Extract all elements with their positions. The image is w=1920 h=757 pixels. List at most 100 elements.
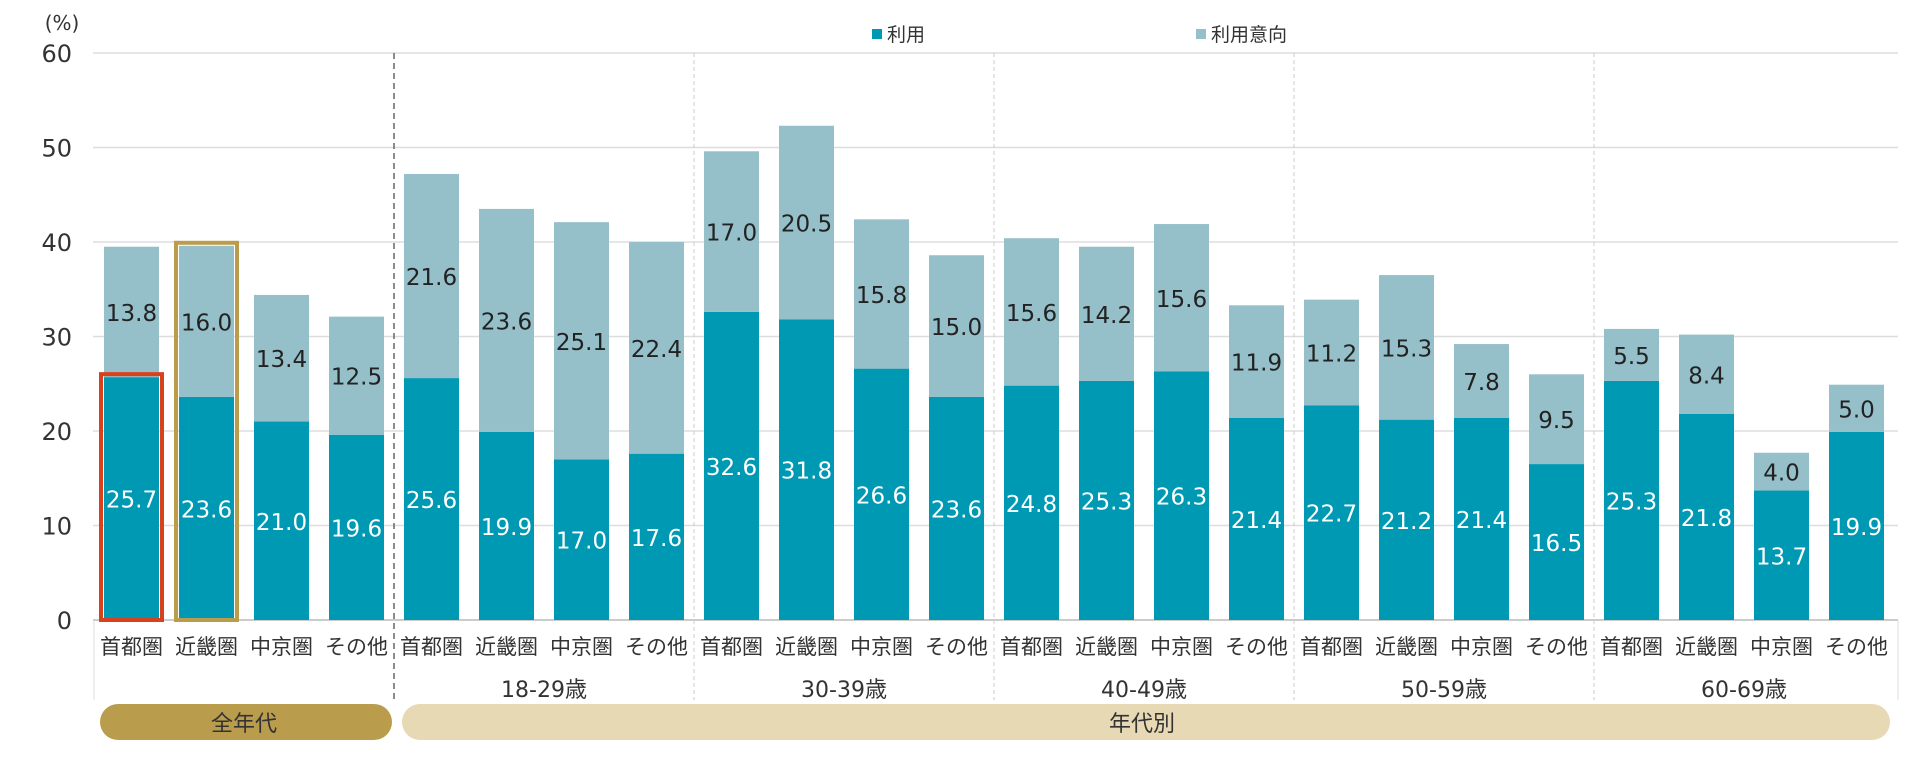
bar-intent bbox=[1829, 384, 1884, 432]
bar-intent bbox=[1754, 452, 1809, 491]
bar-intent bbox=[1229, 305, 1284, 418]
data-label-intent: 15.3 bbox=[1381, 336, 1432, 362]
bar-intent bbox=[329, 316, 384, 435]
data-label-intent: 5.0 bbox=[1838, 397, 1875, 423]
data-label-intent: 13.4 bbox=[256, 347, 307, 373]
bar-use bbox=[1529, 464, 1584, 620]
data-label-intent: 15.0 bbox=[931, 315, 982, 341]
bar-intent bbox=[254, 294, 309, 422]
bar-use bbox=[1229, 417, 1284, 620]
highlight-box bbox=[99, 372, 164, 623]
category-label: 首都圏 bbox=[1300, 635, 1363, 659]
data-label-intent: 25.1 bbox=[556, 330, 607, 356]
bar-intent bbox=[104, 246, 159, 378]
data-label-intent: 8.4 bbox=[1688, 363, 1725, 389]
bar-intent bbox=[929, 255, 984, 397]
category-label: 近畿圏 bbox=[175, 635, 238, 659]
bar-use bbox=[104, 377, 159, 620]
bar-use bbox=[1304, 405, 1359, 620]
category-label: 近畿圏 bbox=[1675, 635, 1738, 659]
bar-intent bbox=[1004, 238, 1059, 386]
bar-intent bbox=[629, 242, 684, 454]
data-label-use: 24.8 bbox=[1006, 492, 1057, 518]
bar-use bbox=[554, 459, 609, 620]
bar-use bbox=[1004, 385, 1059, 620]
category-label: 首都圏 bbox=[400, 635, 463, 659]
bar-use bbox=[329, 434, 384, 620]
data-label-use: 25.3 bbox=[1606, 489, 1657, 515]
y-tick-label: 10 bbox=[41, 513, 72, 541]
legend-swatch-use bbox=[872, 29, 882, 39]
legend-label-use: 利用 bbox=[887, 24, 925, 46]
category-label: その他 bbox=[325, 635, 388, 659]
data-label-intent: 4.0 bbox=[1763, 461, 1800, 487]
data-label-intent: 12.5 bbox=[331, 365, 382, 391]
bar-intent bbox=[854, 219, 909, 369]
bar-intent bbox=[1529, 374, 1584, 465]
category-label: 中京圏 bbox=[1750, 635, 1813, 659]
bar-use bbox=[479, 431, 534, 620]
category-label: その他 bbox=[625, 635, 688, 659]
data-label-intent: 16.0 bbox=[181, 310, 232, 336]
data-label-use: 21.4 bbox=[1231, 508, 1282, 534]
category-label: 近畿圏 bbox=[775, 635, 838, 659]
y-tick-label: 60 bbox=[41, 40, 72, 68]
bar-use bbox=[854, 368, 909, 620]
bar-intent bbox=[1604, 328, 1659, 381]
y-tick-label: 30 bbox=[41, 324, 72, 352]
bar-intent bbox=[1304, 299, 1359, 406]
bar-intent bbox=[1679, 334, 1734, 414]
data-label-use: 19.9 bbox=[481, 515, 532, 541]
category-label: 首都圏 bbox=[100, 635, 163, 659]
band-by-age bbox=[402, 704, 1890, 740]
data-label-intent: 9.5 bbox=[1538, 408, 1575, 434]
bar-intent bbox=[179, 245, 234, 397]
bar-use bbox=[704, 311, 759, 620]
bar-use bbox=[254, 421, 309, 620]
data-label-use: 21.8 bbox=[1681, 506, 1732, 532]
y-tick-label: 20 bbox=[41, 418, 72, 446]
band-all-ages bbox=[100, 704, 392, 740]
category-label: 中京圏 bbox=[550, 635, 613, 659]
category-label: 近畿圏 bbox=[1075, 635, 1138, 659]
age-group-label: 50-59歳 bbox=[1401, 678, 1487, 703]
data-label-use: 21.0 bbox=[256, 510, 307, 536]
legend: 利用 利用意向 bbox=[872, 24, 1287, 46]
bar-intent bbox=[1454, 344, 1509, 418]
data-label-intent: 13.8 bbox=[106, 301, 157, 327]
data-label-intent: 23.6 bbox=[481, 309, 532, 335]
data-label-intent: 11.2 bbox=[1306, 342, 1357, 368]
category-label: 首都圏 bbox=[700, 635, 763, 659]
data-label-intent: 7.8 bbox=[1463, 370, 1500, 396]
data-label-use: 26.3 bbox=[1156, 485, 1207, 511]
category-label: 近畿圏 bbox=[475, 635, 538, 659]
data-label-use: 22.7 bbox=[1306, 502, 1357, 528]
data-label-intent: 22.4 bbox=[631, 337, 682, 363]
category-label: 中京圏 bbox=[850, 635, 913, 659]
data-label-use: 19.9 bbox=[1831, 515, 1882, 541]
data-label-use: 25.6 bbox=[406, 488, 457, 514]
data-label-intent: 15.6 bbox=[1006, 301, 1057, 327]
bar-intent bbox=[1079, 246, 1134, 381]
data-label-use: 16.5 bbox=[1531, 531, 1582, 557]
band-label: 全年代 bbox=[211, 712, 277, 737]
bar-use bbox=[629, 453, 684, 620]
data-label-use: 19.6 bbox=[331, 516, 382, 542]
bar-intent bbox=[479, 208, 534, 432]
legend-label-intent: 利用意向 bbox=[1211, 24, 1287, 46]
category-label: 首都圏 bbox=[1600, 635, 1663, 659]
data-label-use: 21.4 bbox=[1456, 508, 1507, 534]
age-group-label: 18-29歳 bbox=[501, 678, 587, 703]
bar-use bbox=[1604, 380, 1659, 620]
bar-use bbox=[404, 378, 459, 620]
y-axis-unit: (%) bbox=[45, 11, 80, 35]
data-label-intent: 20.5 bbox=[781, 212, 832, 238]
category-label: 中京圏 bbox=[1150, 635, 1213, 659]
data-label-use: 21.2 bbox=[1381, 509, 1432, 535]
bar-intent bbox=[404, 173, 459, 379]
bar-intent bbox=[554, 222, 609, 460]
data-label-use: 23.6 bbox=[931, 497, 982, 523]
data-label-intent: 21.6 bbox=[406, 265, 457, 291]
data-label-intent: 15.6 bbox=[1156, 287, 1207, 313]
